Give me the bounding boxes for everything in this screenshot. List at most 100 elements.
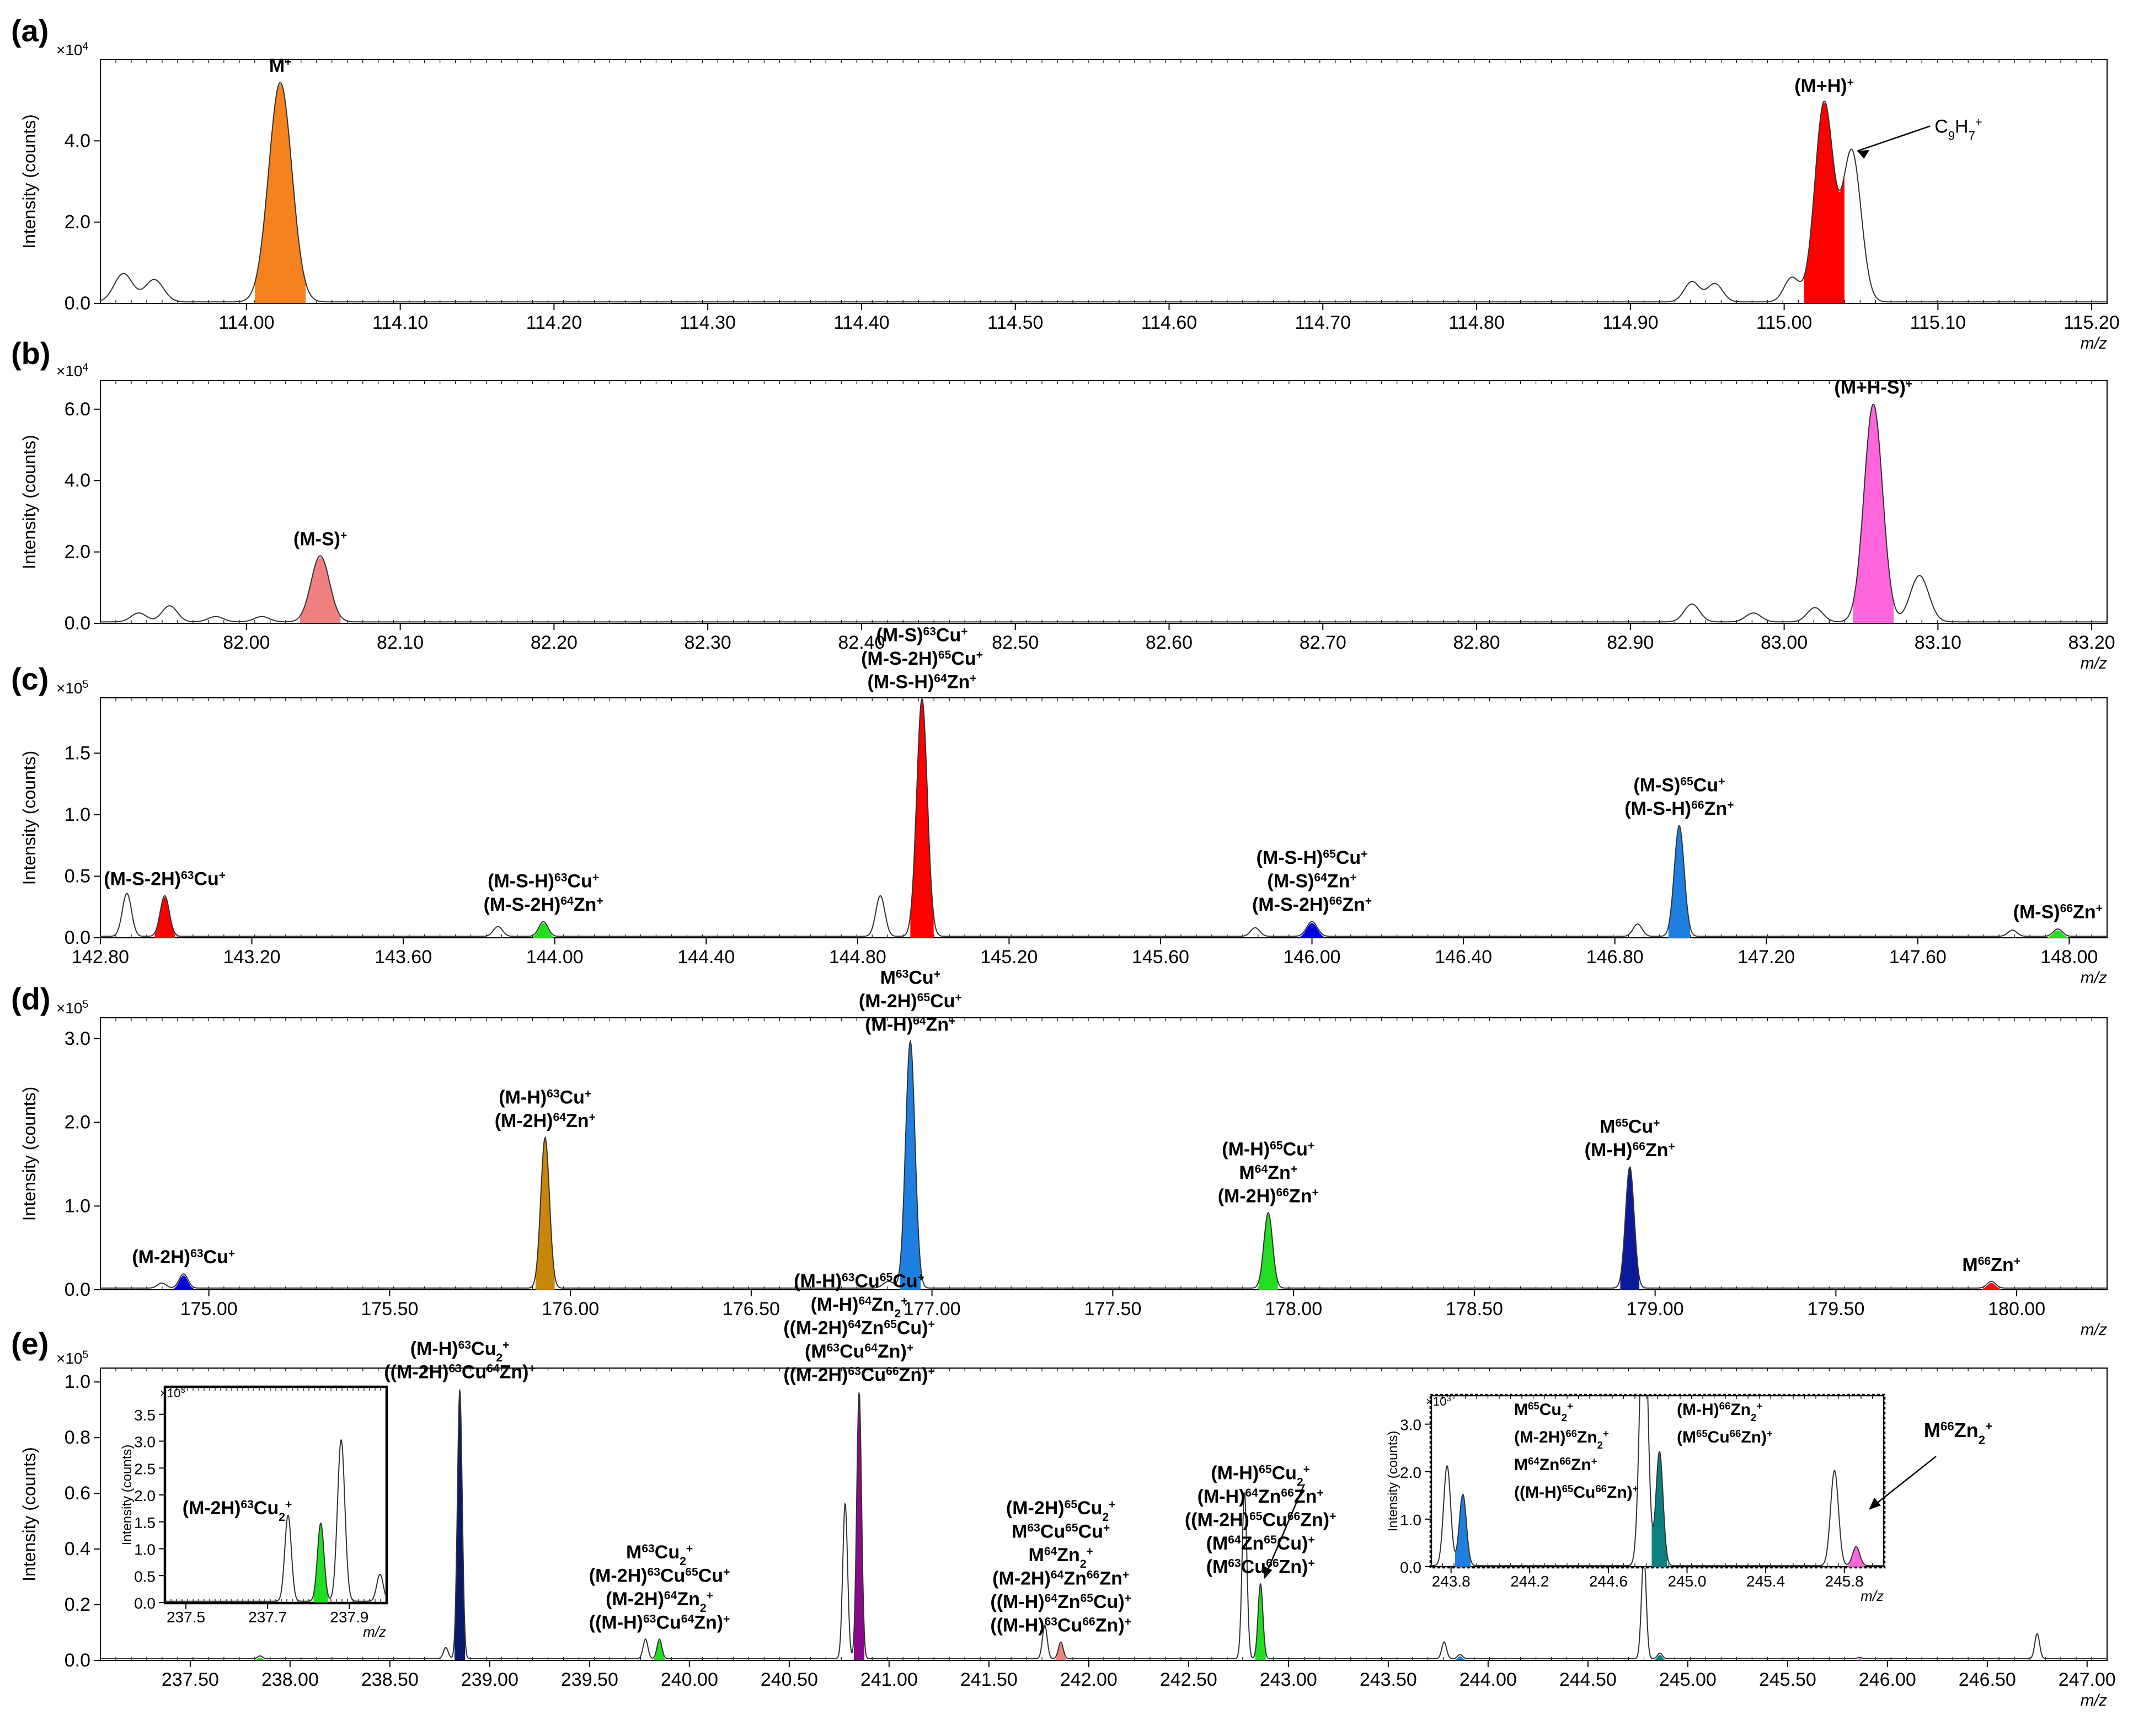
x-tick-label: 82.30 bbox=[685, 632, 731, 653]
peak-fill bbox=[1455, 1656, 1466, 1660]
label-token: + bbox=[707, 1589, 713, 1602]
label-token: + bbox=[1317, 1487, 1323, 1499]
x-tick-label: 114.70 bbox=[1295, 312, 1351, 333]
label-token: 65 bbox=[1615, 1117, 1628, 1129]
label-token: Zn bbox=[1327, 871, 1350, 892]
y-tick-label: 0.2 bbox=[65, 1594, 90, 1615]
label-token: 64 bbox=[1051, 1568, 1064, 1581]
x-axis-label: m/z bbox=[363, 1623, 386, 1640]
label-token: 66 bbox=[1940, 1419, 1954, 1433]
y-tick-label: 1.5 bbox=[65, 743, 90, 763]
plot-frame bbox=[100, 59, 2108, 304]
label-token: + bbox=[1847, 76, 1854, 89]
label-token: ((M-2H) bbox=[384, 1361, 448, 1382]
plot-frame bbox=[100, 380, 2108, 624]
label-token: + bbox=[723, 1612, 730, 1625]
arrow-head bbox=[1857, 149, 1870, 159]
label-token: + bbox=[502, 1338, 509, 1351]
peak-fill bbox=[1668, 827, 1690, 938]
label-token: Cu bbox=[1336, 847, 1361, 868]
label-token: M bbox=[1514, 1456, 1528, 1474]
inset-label: M65Cu2+ bbox=[1514, 1400, 1573, 1423]
label-token: + bbox=[928, 1365, 934, 1377]
label-token: Cu bbox=[908, 968, 933, 989]
x-tick-label: 242.00 bbox=[1060, 1669, 1118, 1690]
label-token: Cu bbox=[1078, 1521, 1103, 1542]
y-scale-base: ×10 bbox=[56, 1350, 83, 1367]
x-tick-label: 179.00 bbox=[1627, 1299, 1684, 1320]
label-token: 64 bbox=[934, 672, 947, 685]
label-token: Zn bbox=[574, 894, 597, 915]
x-tick-label: 147.20 bbox=[1738, 947, 1795, 968]
label-token: Zn) bbox=[1279, 1557, 1308, 1578]
y-axis-label: Intensity (counts) bbox=[120, 1445, 135, 1546]
peak-fill bbox=[174, 1275, 194, 1290]
label-token: + bbox=[1303, 1463, 1310, 1476]
spectrum-group bbox=[100, 82, 2107, 303]
peak-label-line: (M-2H)64Zn2+ bbox=[606, 1589, 713, 1615]
label-token: (M-2H) bbox=[589, 1566, 648, 1587]
label-token: + bbox=[285, 56, 291, 68]
x-tick-label: 178.00 bbox=[1265, 1299, 1322, 1320]
x-tick-label: 114.20 bbox=[526, 312, 582, 333]
peak-label-line: (M-S-H)64Zn+ bbox=[867, 671, 976, 692]
label-token: 63 bbox=[643, 1612, 656, 1625]
label-token: 65 bbox=[1081, 1592, 1094, 1605]
peak-label-line: ((M-H)63Cu64Zn)+ bbox=[589, 1612, 730, 1633]
label-token: Cu bbox=[854, 1270, 879, 1291]
spectrum-trace bbox=[100, 698, 2107, 937]
y-tick-label: 3.0 bbox=[134, 1434, 156, 1451]
x-tick-label: 244.2 bbox=[1510, 1573, 1549, 1590]
x-tick-label: 177.50 bbox=[1084, 1299, 1141, 1320]
label-token: + bbox=[529, 1362, 536, 1375]
peak-fill bbox=[1804, 102, 1845, 303]
label-token: Zn bbox=[1258, 1486, 1281, 1507]
x-tick-label: 142.80 bbox=[72, 947, 129, 968]
peak-fill bbox=[1620, 1168, 1640, 1290]
label-token: (M-H) bbox=[865, 1014, 913, 1035]
label-token: 63 bbox=[1027, 1521, 1040, 1534]
label-token: + bbox=[1109, 1498, 1115, 1511]
arrow-head bbox=[1869, 1498, 1881, 1510]
label-token: + bbox=[686, 1542, 693, 1555]
label-token: M bbox=[1600, 1117, 1615, 1137]
spectrum-trace bbox=[165, 1439, 386, 1602]
y-tick-label: 0.0 bbox=[65, 1279, 90, 1300]
label-token: 66 bbox=[1730, 1428, 1741, 1439]
label-token: + bbox=[1087, 1545, 1093, 1558]
peak-label-line: ((M-2H)65Cu66Zn)+ bbox=[1185, 1510, 1336, 1531]
x-tick-label: 114.90 bbox=[1602, 312, 1658, 333]
peak-fill bbox=[1455, 1495, 1471, 1567]
peak-label-line: (M-2H)64Zn66Zn+ bbox=[992, 1568, 1129, 1589]
label-token: Cu bbox=[1628, 1117, 1653, 1137]
label-token: + bbox=[1633, 1483, 1639, 1494]
label-token: + bbox=[1985, 1419, 1992, 1433]
label-token: Zn bbox=[2073, 902, 2096, 923]
y-axis-label: Intensity (counts) bbox=[1386, 1431, 1400, 1532]
peak-label-line: ((M-2H)64Zn65Cu)+ bbox=[783, 1317, 935, 1338]
x-tick-label: 237.9 bbox=[330, 1609, 368, 1626]
peak-label-line: (M63Cu64Zn)+ bbox=[805, 1341, 913, 1362]
x-tick-label: 143.20 bbox=[223, 947, 281, 968]
label-token: (M-S) bbox=[293, 528, 340, 549]
x-tick-label: 175.50 bbox=[361, 1299, 418, 1320]
label-token: 2 bbox=[1102, 1511, 1109, 1524]
inset-label: M64Zn66Zn+ bbox=[1514, 1455, 1597, 1475]
label-token: 63 bbox=[181, 869, 194, 882]
label-token: 2 bbox=[1979, 1433, 1985, 1447]
label-token: Cu bbox=[1057, 1615, 1082, 1636]
label-token: M bbox=[1924, 1419, 1940, 1441]
label-token: + bbox=[1103, 1521, 1110, 1534]
panel-label: (c) bbox=[11, 661, 49, 696]
label-token: Cu bbox=[194, 868, 218, 889]
peak-label-line: (M-H)65Cu+ bbox=[1222, 1139, 1314, 1160]
peak-label-line: (M-H)63Cu2+ bbox=[410, 1338, 510, 1364]
label-token: 63 bbox=[240, 1498, 253, 1511]
y-tick-label: 0.5 bbox=[134, 1568, 156, 1585]
label-token: 65 bbox=[1259, 1463, 1272, 1476]
label-token: Zn bbox=[1954, 1419, 1979, 1441]
label-token: 64 bbox=[664, 1589, 677, 1602]
label-token: 63 bbox=[848, 1365, 860, 1377]
label-token: 64 bbox=[848, 1318, 861, 1331]
label-token: (M-H) bbox=[794, 1270, 842, 1291]
